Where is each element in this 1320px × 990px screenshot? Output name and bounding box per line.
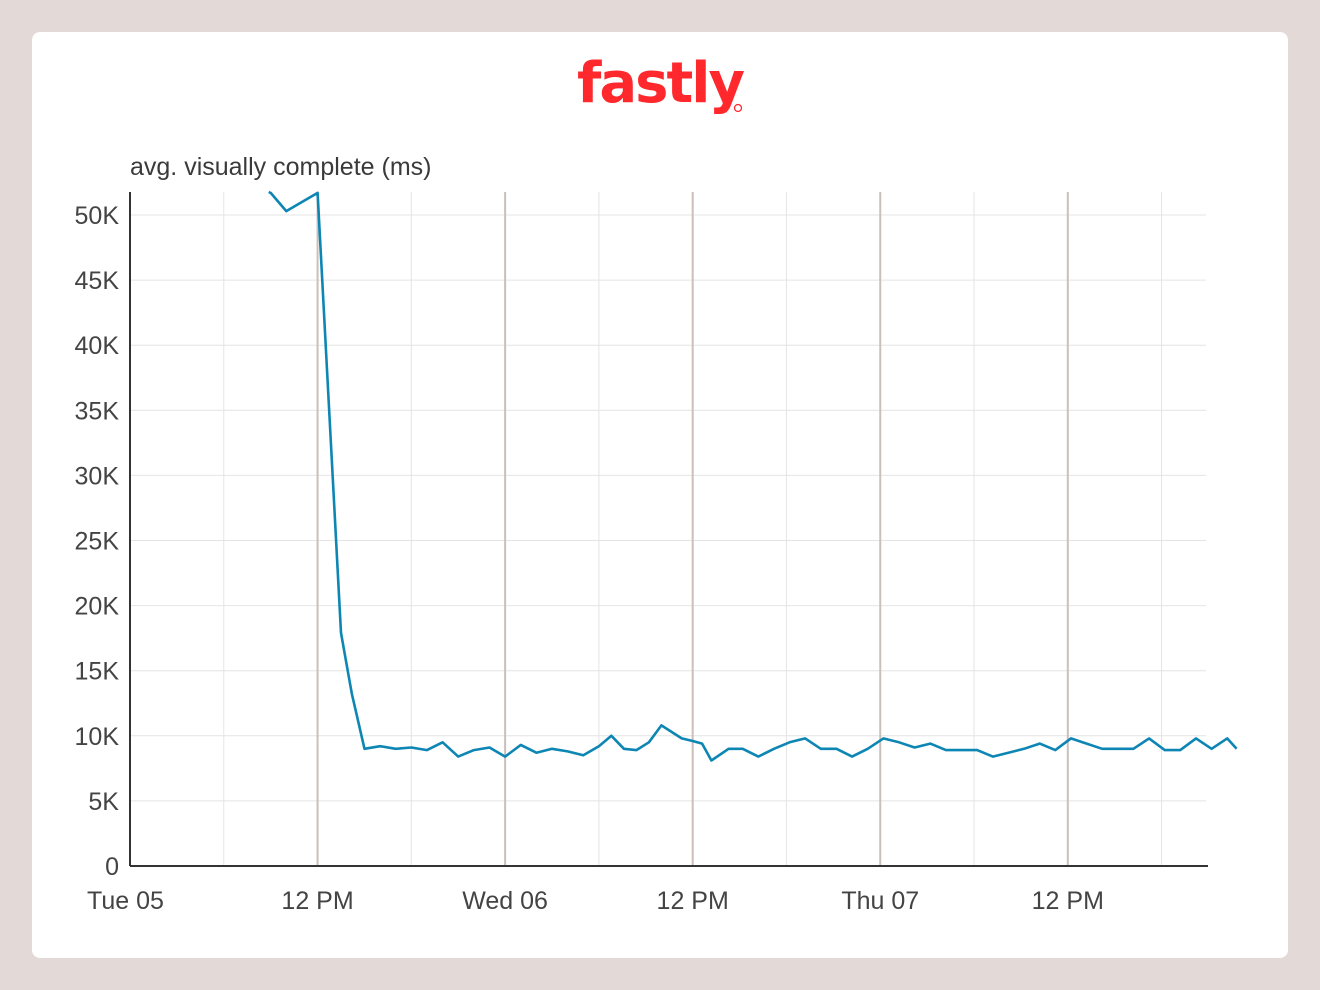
y-tick-label: 0 bbox=[105, 853, 119, 881]
registered-mark-icon bbox=[733, 103, 743, 113]
y-tick-label: 10K bbox=[75, 723, 120, 751]
y-tick-label: 15K bbox=[75, 658, 120, 686]
x-tick-label: 12 PM bbox=[1032, 887, 1104, 915]
x-tick-label: 12 PM bbox=[281, 887, 353, 915]
y-tick-label: 30K bbox=[75, 462, 120, 490]
y-tick-label: 45K bbox=[75, 267, 120, 295]
y-tick-label: 5K bbox=[88, 788, 119, 816]
y-tick-label: 35K bbox=[75, 397, 120, 425]
day-grid-lines bbox=[316, 192, 1069, 866]
x-tick-label: Wed 06 bbox=[462, 887, 548, 915]
chart-card: fastly bbox=[32, 32, 1288, 958]
x-tick-label: Tue 05 bbox=[87, 887, 164, 915]
y-tick-label: 50K bbox=[75, 202, 120, 230]
y-axis-ticks: 0 5K 10K 15K 20K 25K 30K 35K 40K 45K 50K bbox=[75, 202, 120, 881]
y-tick-label: 20K bbox=[75, 593, 120, 621]
x-axis-ticks: Tue 05 12 PM Wed 06 12 PM Thu 07 12 PM bbox=[87, 887, 1104, 915]
series-line bbox=[268, 190, 1238, 762]
fastly-logo-wordmark: fastly bbox=[577, 51, 744, 116]
y-axis-label: avg. visually complete (ms) bbox=[130, 153, 431, 181]
y-tick-label: 25K bbox=[75, 528, 120, 556]
fastly-logo: fastly bbox=[577, 51, 746, 116]
x-tick-label: 12 PM bbox=[657, 887, 729, 915]
grid-lines bbox=[130, 192, 1206, 866]
x-tick-label: Thu 07 bbox=[841, 887, 919, 915]
y-tick-label: 40K bbox=[75, 332, 120, 360]
